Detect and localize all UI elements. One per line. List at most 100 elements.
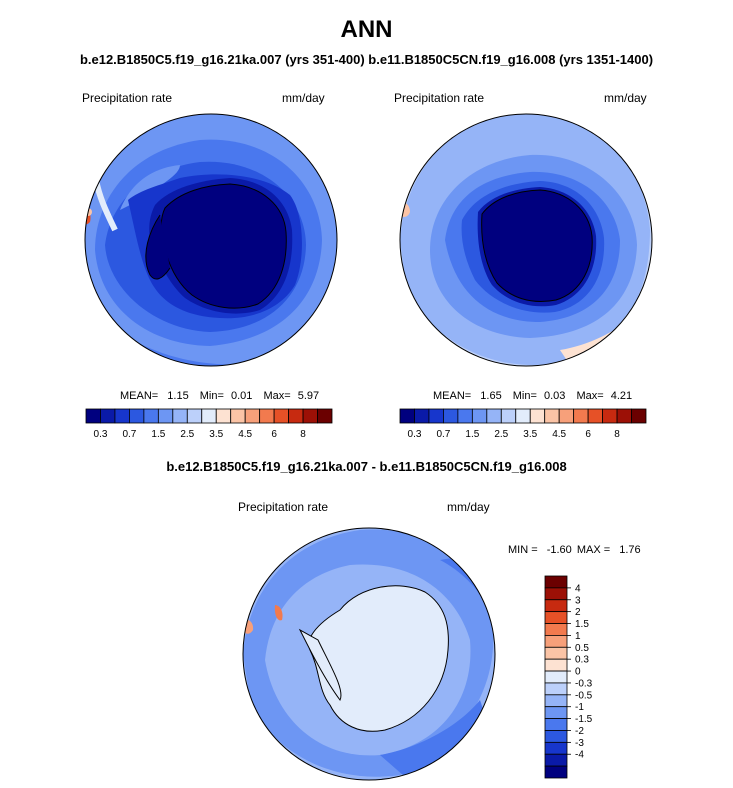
- panel2-colorbar-swatch: [428, 408, 444, 424]
- difference-colorbar-swatch: [544, 682, 568, 696]
- panel2-colorbar-tick-label: 0.7: [436, 429, 450, 440]
- difference-colorbar-label: 4: [575, 583, 581, 594]
- difference-colorbar-swatch: [544, 730, 568, 743]
- panel1-colorbar-swatch: [244, 408, 261, 424]
- panel2-colorbar-swatch: [500, 408, 517, 424]
- panel1-colorbar-swatch: [129, 408, 145, 424]
- panel1-stats: MEAN= 1.15 Min= 0.01 Max= 5.97: [120, 390, 319, 402]
- panel1-variable-label: Precipitation rate: [82, 91, 173, 105]
- panel2-colorbar-swatch: [573, 408, 589, 424]
- difference-colorbar-label: -3: [575, 738, 584, 749]
- panel1-colorbar-swatch: [143, 408, 159, 424]
- panel2-max-value: 4.21: [610, 390, 633, 402]
- panel3-min-value: -1.60: [546, 544, 572, 556]
- difference-colorbar-swatch: [544, 599, 568, 613]
- panel1-min-label: Min=: [199, 390, 224, 402]
- panel1-colorbar-swatch: [172, 408, 188, 424]
- panel3-max-value: 1.76: [619, 544, 641, 556]
- panel2-colorbar-swatch: [558, 408, 575, 424]
- panel2-colorbar-tick-label: 3.5: [523, 429, 537, 440]
- difference-title: b.e12.B1850C5.f19_g16.21ka.007 - b.e11.B…: [166, 459, 567, 474]
- panel1-colorbar-swatch: [114, 408, 130, 424]
- difference-colorbar-swatch: [544, 635, 568, 648]
- panel1-colorbar-swatch: [288, 408, 304, 424]
- panel2-colorbar-swatch: [486, 408, 502, 424]
- panel2-colorbar-swatch: [457, 408, 473, 424]
- panel1-colorbar-swatch: [215, 408, 232, 424]
- panel1-colorbar-tick-label: 0.7: [122, 429, 136, 440]
- panel2-colorbar-swatch: [602, 408, 618, 424]
- difference-colorbar-swatch: [544, 646, 568, 660]
- panel2-colorbar-swatch: [515, 408, 531, 424]
- panel3-min-label: MIN =: [508, 544, 538, 556]
- panel1-colorbar-swatch: [157, 408, 174, 424]
- difference-colorbar-label: 2: [575, 607, 581, 618]
- panel1-colorbar-tick-label: 2.5: [180, 429, 194, 440]
- panel1-colorbar-tick-label: 4.5: [238, 429, 252, 440]
- panel3-max-label: MAX =: [576, 544, 611, 556]
- panel2-colorbar-swatch: [587, 408, 603, 424]
- difference-colorbar-swatch: [544, 694, 568, 708]
- panel3-units-label: mm/day: [447, 500, 490, 514]
- difference-colorbar-label: -0.5: [575, 690, 593, 701]
- panel2-colorbar-swatch: [631, 408, 647, 424]
- panel2-colorbar: 0.3 0.7 1.5 2.5 3.5 4.5 6 8: [399, 408, 647, 440]
- panel1-colorbar-swatch: [273, 408, 289, 424]
- panel2-colorbar-tick-label: 8: [614, 429, 620, 440]
- panel2-colorbar-tick-label: 1.5: [465, 429, 479, 440]
- difference-colorbar-swatch: [544, 765, 568, 779]
- panel2-mean-value: 1.65: [480, 390, 502, 402]
- difference-colorbar-label: 1.5: [575, 619, 589, 630]
- difference-colorbar-swatch: [544, 587, 568, 601]
- panel1-colorbar-swatch: [317, 408, 333, 424]
- panel1-colorbar-swatch: [186, 408, 203, 424]
- panel2-min-label: Min=: [512, 390, 537, 402]
- difference-colorbar-label: -1.5: [575, 714, 593, 725]
- difference-colorbar-label: -0.3: [575, 678, 593, 689]
- panel2-colorbar-swatch: [471, 408, 488, 424]
- panel1-max-label: Max=: [263, 390, 291, 402]
- difference-colorbar-swatch: [544, 623, 568, 636]
- panel1-colorbar-swatch: [302, 408, 318, 424]
- panel3-stats: MIN = -1.60 MAX = 1.76: [508, 544, 641, 556]
- panel1-mean-label: MEAN=: [120, 390, 159, 402]
- panel2-colorbar-swatch: [399, 408, 415, 424]
- panel1-colorbar-tick-label: 3.5: [209, 429, 223, 440]
- panel1-colorbar-swatch: [85, 408, 101, 424]
- panel1-colorbar-tick-label: 1.5: [151, 429, 165, 440]
- difference-colorbar-swatch: [544, 718, 568, 731]
- panel2-mean-label: MEAN=: [433, 390, 472, 402]
- difference-colorbar-label: -2: [575, 726, 584, 737]
- panel1-max-value: 5.97: [297, 390, 320, 402]
- figure-title: ANN: [340, 16, 393, 43]
- panel2-units-label: mm/day: [604, 91, 647, 105]
- difference-colorbar-swatch: [544, 753, 568, 767]
- difference-colorbar-label: 1: [575, 631, 581, 642]
- panel2-colorbar-tick-label: 6: [585, 429, 591, 440]
- difference-colorbar-swatch: [544, 741, 568, 755]
- panel3-polar-map: [243, 528, 495, 780]
- panel2-colorbar-swatch: [443, 408, 459, 424]
- panel2-colorbar-tick-label: 0.3: [408, 429, 422, 440]
- difference-colorbar-label: 3: [575, 595, 581, 606]
- panel1-colorbar-swatch: [100, 408, 116, 424]
- panel1-units-label: mm/day: [282, 91, 325, 105]
- difference-colorbar-label: 0.5: [575, 643, 589, 654]
- difference-colorbar-swatch: [544, 658, 568, 672]
- panel2-max-label: Max=: [576, 390, 604, 402]
- panel2-stats: MEAN= 1.65 Min= 0.03 Max= 4.21: [433, 390, 632, 402]
- difference-colorbar-label: 0: [575, 667, 581, 678]
- panel2-variable-label: Precipitation rate: [394, 91, 485, 105]
- panel2-colorbar-tick-label: 2.5: [494, 429, 508, 440]
- panel2-colorbar-swatch: [414, 408, 430, 424]
- panel1-colorbar-swatch: [201, 408, 217, 424]
- figure-subtitle: b.e12.B1850C5.f19_g16.21ka.007 (yrs 351-…: [79, 52, 654, 67]
- panel1-min-value: 0.01: [230, 390, 253, 402]
- panel1-colorbar: 0.3 0.7 1.5 2.5 3.5 4.5 6 8: [85, 408, 333, 440]
- panel2-colorbar-swatch: [616, 408, 632, 424]
- panel1-colorbar-swatch: [230, 408, 246, 424]
- panel1-mean-value: 1.15: [167, 390, 189, 402]
- panel1-colorbar-tick-label: 6: [271, 429, 277, 440]
